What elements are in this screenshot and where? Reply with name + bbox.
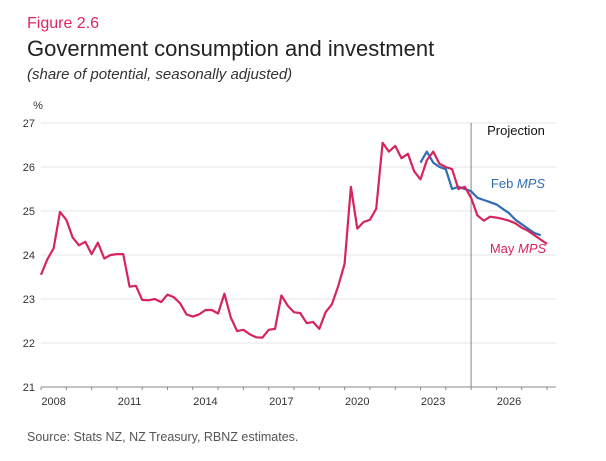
x-tick-label: 2023: [421, 396, 445, 408]
x-tick-label: 2020: [345, 396, 369, 408]
source-note: Source: Stats NZ, NZ Treasury, RBNZ esti…: [27, 430, 299, 444]
line-chart: 21 22 23 24 25 26 27% 2008 2011 2014 2017 2020 2023…: [23, 100, 556, 408]
chart-subtitle: (share of potential, seasonally adjusted…: [27, 66, 293, 83]
x-tick-label: 2017: [269, 396, 293, 408]
projection-marker: Projection: [470, 123, 545, 387]
y-tick-label: 22: [23, 338, 35, 350]
chart-title: Government consumption and investment: [27, 36, 435, 61]
y-tick-label: 27: [23, 118, 35, 130]
series-lines: [39, 141, 548, 339]
y-unit-label: %: [33, 100, 43, 112]
y-tick-label: 21: [23, 382, 35, 394]
x-tick-label: 2014: [193, 396, 217, 408]
y-tick-label: 25: [23, 206, 35, 218]
series-line-may-mps: [39, 141, 548, 339]
x-tick-label: 2008: [41, 396, 65, 408]
y-tick-label: 26: [23, 162, 35, 174]
x-axis: 2008 2011 2014 2017 2020 2023 2026: [40, 386, 556, 408]
gridlines: [41, 122, 556, 344]
annotations: Feb MPS May MPS: [490, 176, 547, 256]
x-tick-label: 2026: [497, 396, 521, 408]
y-tick-label: 23: [23, 294, 35, 306]
series-label-feb-mps: Feb MPS: [491, 176, 546, 191]
projection-label: Projection: [487, 123, 545, 138]
figure-label: Figure 2.6: [27, 15, 100, 32]
y-axis: 21 22 23 24 25 26 27%: [23, 100, 43, 394]
y-tick-label: 24: [23, 250, 35, 262]
series-label-may-mps: May MPS: [490, 241, 547, 256]
x-tick-label: 2011: [118, 396, 142, 408]
series-line-feb-mps: [419, 150, 542, 237]
